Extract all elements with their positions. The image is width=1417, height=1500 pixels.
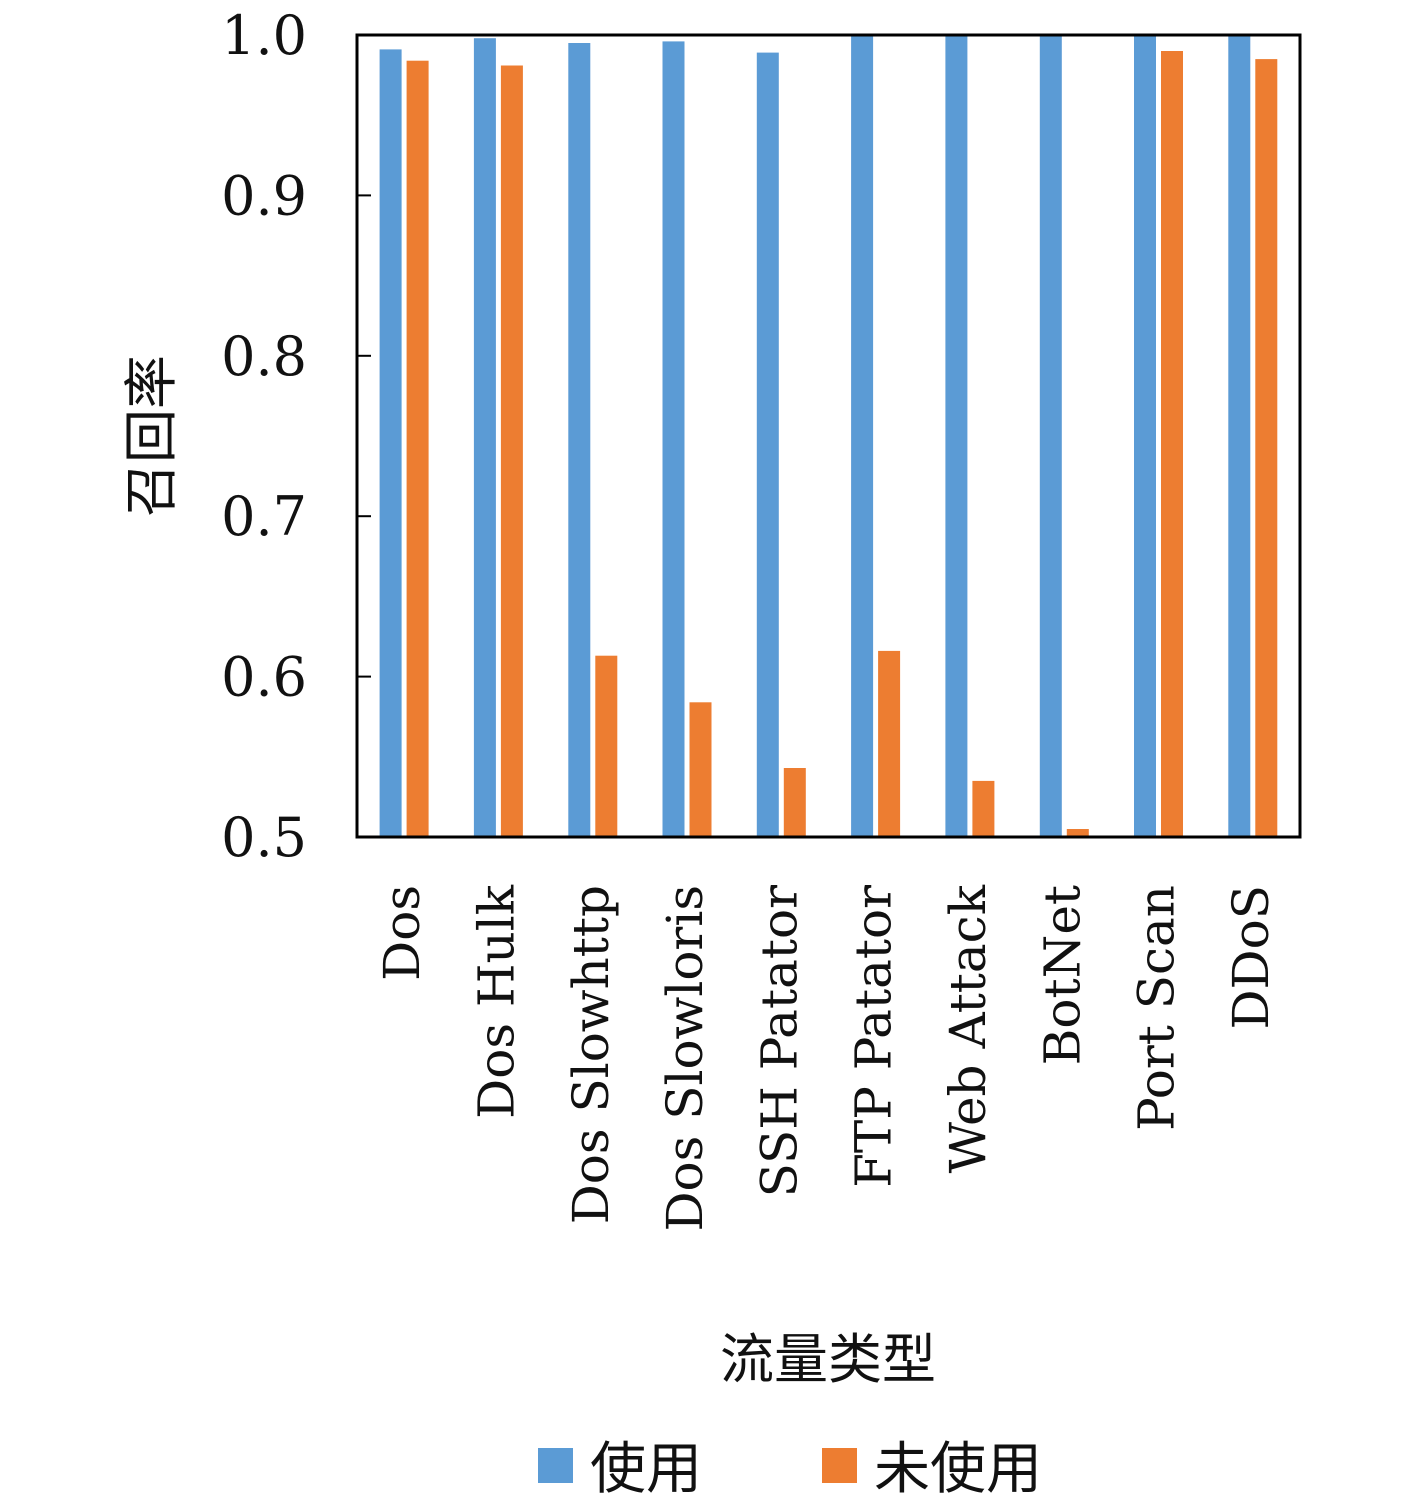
- x-category-label-5: FTP Patator: [845, 885, 903, 1188]
- legend-swatch-used: [538, 1448, 573, 1483]
- legend: 使用 未使用: [538, 1437, 1042, 1500]
- legend-label-used: 使用: [590, 1437, 702, 1500]
- x-category-label-3: Dos Slowloris: [656, 885, 714, 1232]
- bar-used-6: [945, 35, 968, 837]
- bar-used-4: [756, 52, 779, 838]
- y-tick-label-0: 0.5: [221, 806, 307, 869]
- bar-unused-3: [689, 702, 712, 837]
- x-category-label-8: Port Scan: [1128, 885, 1186, 1131]
- y-axis: 0.5 0.6 0.7 0.8 0.9 1.0: [221, 4, 371, 869]
- x-axis-categories: Dos Dos Hulk Dos Slowhttp Dos Slowloris SSH …: [373, 884, 1280, 1231]
- bar-unused-4: [783, 768, 806, 837]
- x-category-label-0: Dos: [373, 885, 431, 981]
- bar-unused-8: [1161, 51, 1183, 837]
- plot-frame: [355, 33, 1302, 839]
- bar-unused-0: [406, 60, 429, 837]
- x-category-label-2: Dos Slowhttp: [562, 885, 620, 1224]
- x-category-label-4: SSH Patator: [750, 885, 808, 1197]
- legend-label-unused: 未使用: [874, 1437, 1042, 1500]
- legend-swatch-unused: [822, 1448, 857, 1483]
- bar-unused-2: [595, 655, 618, 837]
- bar-unused-9: [1255, 59, 1278, 838]
- bar-unused-6: [972, 780, 995, 837]
- y-tick-label-4: 0.9: [221, 164, 307, 227]
- bar-used-3: [662, 41, 685, 837]
- bar-used-0: [379, 49, 402, 837]
- bar-used-2: [568, 43, 591, 837]
- x-axis-title: 流量类型: [720, 1328, 936, 1391]
- x-category-label-6: Web Attack: [939, 884, 997, 1173]
- bar-unused-5: [878, 650, 901, 837]
- x-category-label-9: DDoS: [1222, 885, 1280, 1030]
- x-category-label-1: Dos Hulk: [468, 884, 526, 1119]
- y-tick-label-3: 0.8: [221, 325, 307, 388]
- y-axis-title: 召回率: [120, 355, 183, 517]
- bar-used-5: [851, 35, 874, 837]
- x-category-label-7: BotNet: [1033, 885, 1091, 1065]
- y-tick-label-5: 1.0: [221, 4, 307, 67]
- y-tick-label-2: 0.7: [221, 485, 307, 548]
- bar-used-1: [473, 38, 496, 837]
- bar-used-9: [1228, 35, 1251, 837]
- bar-unused-1: [500, 65, 523, 837]
- bar-unused-7: [1066, 829, 1089, 837]
- y-tick-label-1: 0.6: [221, 646, 307, 709]
- bars-group: [379, 35, 1278, 838]
- bar-used-8: [1134, 35, 1156, 837]
- bar-used-7: [1039, 35, 1062, 837]
